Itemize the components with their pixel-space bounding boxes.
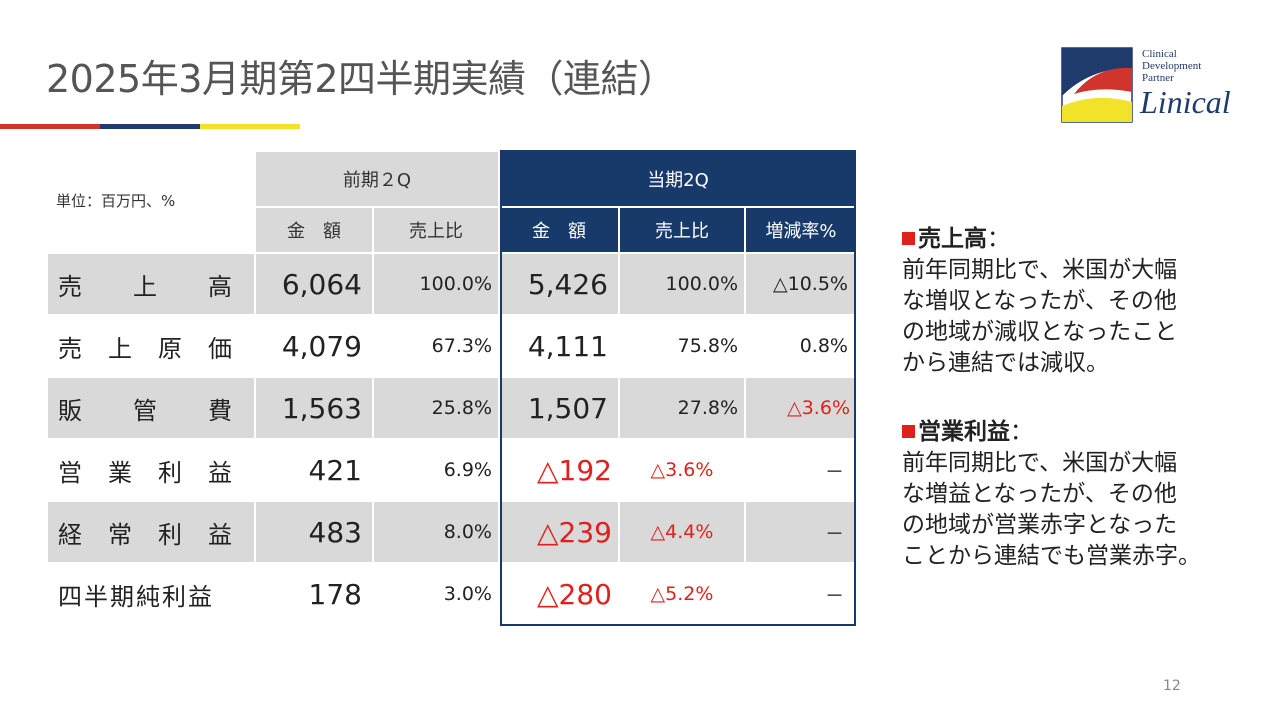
prev-ratio-cell: 3.0% bbox=[374, 564, 498, 624]
header-change-rate: 増減率% bbox=[746, 208, 856, 252]
header-cur-period: 当期2Q bbox=[500, 152, 856, 206]
row-label: 売 上 高 bbox=[48, 254, 254, 314]
sales-note-line: の地域が減収となったこと bbox=[902, 319, 1178, 345]
change-rate-cell: － bbox=[746, 502, 856, 562]
sales-note: 売上高： 前年同期比で、米国が大幅 な増収となったが、その他 の地域が減収となっ… bbox=[902, 224, 1177, 379]
header-prev-amount: 金 額 bbox=[256, 208, 372, 252]
change-rate-cell: － bbox=[746, 564, 856, 624]
op-note-line: の地域が営業赤字となった bbox=[902, 512, 1178, 538]
cur-amount-cell: △239 bbox=[500, 502, 618, 562]
row-label: 営 業 利 益 bbox=[48, 440, 254, 500]
prev-amount-cell: 483 bbox=[256, 502, 372, 562]
change-rate-cell: 0.8% bbox=[746, 316, 856, 376]
red-square-bullet-icon bbox=[902, 232, 915, 245]
header-prev-period: 前期２Q bbox=[256, 152, 498, 206]
cur-amount-cell: △192 bbox=[500, 440, 618, 500]
sales-note-line: から連結では減収。 bbox=[902, 350, 1109, 376]
cur-amount-cell: 4,111 bbox=[500, 316, 618, 376]
cur-ratio-cell: 27.8% bbox=[620, 378, 744, 438]
header-prev-ratio: 売上比 bbox=[374, 208, 498, 252]
row-label: 売 上 原 価 bbox=[48, 316, 254, 376]
operating-income-note: 営業利益： 前年同期比で、米国が大幅 な増益となったが、その他 の地域が営業赤字… bbox=[902, 417, 1201, 572]
red-square-bullet-icon bbox=[902, 425, 915, 438]
cur-amount-cell: 5,426 bbox=[500, 254, 618, 314]
prev-ratio-cell: 8.0% bbox=[374, 502, 498, 562]
prev-amount-cell: 421 bbox=[256, 440, 372, 500]
sales-note-line: な増収となったが、その他 bbox=[902, 288, 1177, 314]
row-label: 四半期純利益 bbox=[48, 564, 254, 624]
prev-ratio-cell: 6.9% bbox=[374, 440, 498, 500]
logo-tagline-3: Partner bbox=[1142, 72, 1174, 84]
prev-amount-cell: 4,079 bbox=[256, 316, 372, 376]
op-note-heading: 営業利益 bbox=[918, 419, 1010, 445]
op-note-line: な増益となったが、その他 bbox=[902, 481, 1177, 507]
op-note-colon: ： bbox=[1010, 419, 1033, 445]
cur-ratio-cell: 75.8% bbox=[620, 316, 744, 376]
prev-amount-cell: 178 bbox=[256, 564, 372, 624]
logo-tagline-1: Clinical bbox=[1142, 48, 1177, 60]
unit-label: 単位：百万円、% bbox=[56, 192, 176, 210]
change-rate-cell: △10.5% bbox=[746, 254, 856, 314]
accent-stripe-red bbox=[0, 124, 100, 129]
header-cur-amount: 金 額 bbox=[500, 208, 618, 252]
accent-stripe-yellow bbox=[200, 124, 300, 129]
prev-ratio-cell: 25.8% bbox=[374, 378, 498, 438]
page-title: 2025年3月期第2四半期実績（連結） bbox=[46, 57, 676, 101]
cur-amount-cell: 1,507 bbox=[500, 378, 618, 438]
change-rate-cell: △3.6% bbox=[746, 378, 856, 438]
row-label: 販 管 費 bbox=[48, 378, 254, 438]
op-note-line: 前年同期比で、米国が大幅 bbox=[902, 450, 1178, 476]
prev-amount-cell: 6,064 bbox=[256, 254, 372, 314]
cur-ratio-cell: 100.0% bbox=[620, 254, 744, 314]
company-logo: Clinical Development Partner Linical bbox=[1060, 46, 1260, 126]
logo-wordmark: Linical bbox=[1140, 84, 1231, 120]
cur-ratio-cell: △5.2% bbox=[620, 564, 744, 624]
sales-note-line: 前年同期比で、米国が大幅 bbox=[902, 257, 1178, 283]
header-cur-ratio: 売上比 bbox=[620, 208, 744, 252]
cur-ratio-cell: △3.6% bbox=[620, 440, 744, 500]
cur-amount-cell: △280 bbox=[500, 564, 618, 624]
prev-amount-cell: 1,563 bbox=[256, 378, 372, 438]
sales-note-colon: ： bbox=[987, 226, 1010, 252]
sales-note-heading: 売上高 bbox=[918, 226, 987, 252]
prev-ratio-cell: 67.3% bbox=[374, 316, 498, 376]
page-number: 12 bbox=[1163, 678, 1181, 694]
linical-logo-mark bbox=[1061, 47, 1133, 123]
logo-tagline-2: Development bbox=[1142, 60, 1202, 72]
prev-ratio-cell: 100.0% bbox=[374, 254, 498, 314]
cur-ratio-cell: △4.4% bbox=[620, 502, 744, 562]
accent-stripe-navy bbox=[100, 124, 200, 129]
op-note-line: ことから連結でも営業赤字。 bbox=[902, 543, 1201, 569]
change-rate-cell: － bbox=[746, 440, 856, 500]
row-label: 経 常 利 益 bbox=[48, 502, 254, 562]
